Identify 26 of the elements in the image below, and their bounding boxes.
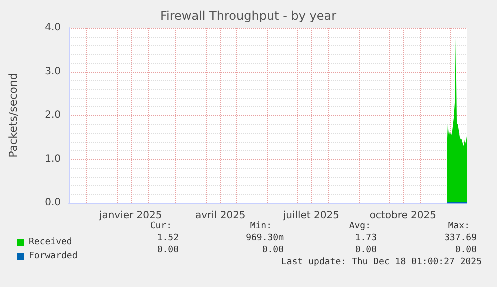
text: 0.00 — [262, 246, 284, 256]
x-tick-label: janvier 2025 — [98, 210, 162, 222]
text: Cur: — [150, 222, 172, 232]
x-tick-label: juillet 2025 — [282, 210, 340, 222]
text: Min: — [250, 222, 272, 232]
text: 1.52 — [157, 234, 180, 244]
y-tick-label: 3.0 — [45, 66, 61, 78]
text: 337.69 — [444, 234, 478, 244]
x-tick-label: octobre 2025 — [370, 210, 437, 222]
text: 1.73 — [355, 234, 378, 244]
text: 969.30m — [246, 234, 284, 244]
y-tick-label: 4.0 — [45, 22, 61, 34]
text: Last update: Thu Dec 18 01:00:27 2025 — [282, 258, 482, 268]
y-tick-label: 1.0 — [45, 154, 61, 165]
y-axis-title: Packets/second — [7, 73, 20, 158]
text: Max: — [448, 222, 470, 232]
x-tick-label: avril 2025 — [195, 210, 246, 222]
text: 0.00 — [355, 246, 378, 256]
text: Avg: — [349, 222, 372, 232]
text: 0.00 — [455, 246, 478, 256]
legend-label: Forwarded — [29, 252, 78, 262]
chart-title: Firewall Throughput - by year — [160, 9, 337, 23]
y-tick-label: 0.0 — [45, 198, 61, 208]
y-tick-label: 2.0 — [45, 110, 61, 121]
text: 0.00 — [157, 246, 180, 256]
legend-label: Received — [29, 238, 72, 248]
